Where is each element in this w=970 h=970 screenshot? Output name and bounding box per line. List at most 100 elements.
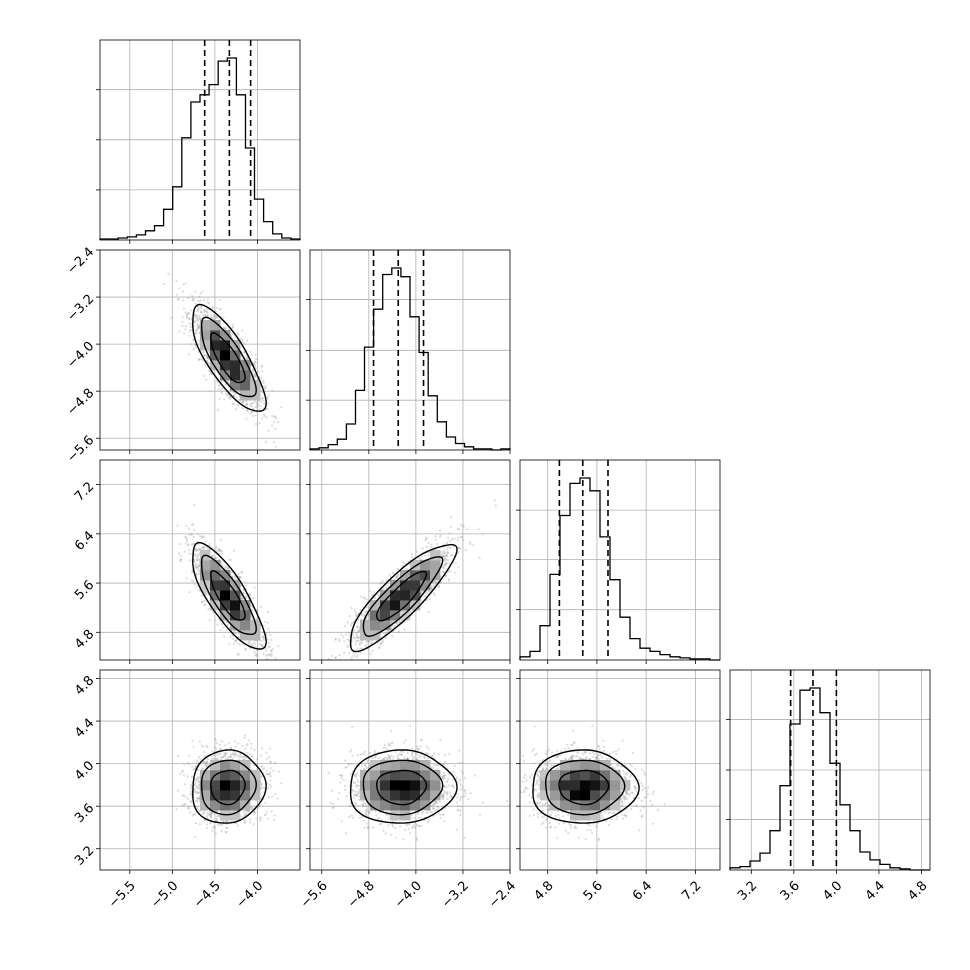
scatter-point [182,299,185,302]
scatter-point [427,590,430,593]
scatter-point [188,317,191,320]
scatter-point [442,771,445,774]
scatter-point [444,564,447,567]
contour-line [349,543,458,653]
scatter-point [326,674,328,676]
density-cell [220,800,231,811]
scatter-point [217,384,220,387]
scatter-point [356,635,359,639]
scatter-point [188,317,191,320]
scatter-point [267,402,270,405]
scatter-point [262,653,265,656]
scatter-point [237,652,240,656]
scatter-point [270,650,273,653]
scatter-point [381,580,384,583]
scatter-point [231,402,234,406]
scatter-point [266,638,269,641]
scatter-point [457,536,460,539]
scatter-point [198,740,201,743]
scatter-point [388,755,391,759]
scatter-point [205,356,209,359]
scatter-point [245,594,248,597]
scatter-point [167,272,170,275]
scatter-point [391,741,394,744]
scatter-panel-0-1 [96,249,301,454]
scatter-point [265,416,268,419]
scatter-point [265,773,268,776]
scatter-point [197,569,200,572]
scatter-point [203,600,206,603]
scatter-point [462,525,465,528]
scatter-point [264,385,267,388]
scatter-point [358,642,362,645]
scatter-point [266,773,269,776]
scatter-point [195,549,198,552]
density-cell [210,320,221,331]
scatter-point [217,618,220,621]
scatter-point [198,547,201,551]
scatter-point [195,762,198,765]
scatter-point [441,793,444,796]
scatter-point [420,592,423,596]
scatter-point [387,742,390,746]
scatter-point [196,328,199,331]
scatter-point [196,324,199,327]
scatter-point [354,775,357,778]
scatter-point [189,328,192,332]
scatter-point [199,318,202,321]
scatter-point [223,398,226,401]
scatter-point [441,795,445,798]
scatter-point [255,423,258,426]
scatter-point [410,814,413,817]
scatter-point [230,753,233,757]
contour-line [192,303,267,412]
scatter-point [194,835,197,839]
scatter-point [257,405,260,408]
scatter-point [418,558,422,561]
scatter-point [177,754,180,757]
scatter-point [257,403,260,406]
scatter-point [357,792,360,795]
density-cell [200,320,211,331]
density-cell [200,560,211,571]
scatter-point [235,639,238,642]
scatter-point [202,811,205,815]
scatter-point [203,309,207,312]
scatter-point [188,811,192,814]
scatter-point [226,380,230,383]
scatter-point [441,797,444,800]
scatter-point [211,307,214,310]
scatter-point [219,307,222,311]
scatter-point [208,302,211,305]
scatter-point [246,339,249,342]
scatter-point [197,756,200,759]
scatter-point [350,814,353,817]
scatter-point [189,309,192,312]
scatter-point [191,523,194,526]
scatter-point [200,311,203,314]
scatter-point [351,788,354,792]
scatter-point [222,316,225,319]
scatter-point [188,591,191,594]
scatter-point [197,307,201,310]
scatter-point [212,754,215,757]
scatter-point [363,750,367,754]
scatter-point [200,311,203,314]
scatter-point [338,792,341,795]
scatter-point [377,594,380,597]
density-cell [240,600,251,611]
scatter-point [266,610,269,614]
scatter-point [362,804,365,808]
scatter-point [188,527,191,530]
scatter-point [242,592,245,595]
scatter-point [195,585,198,588]
density-cell [200,770,211,781]
scatter-point [252,597,255,600]
scatter-point [193,783,197,786]
scatter-point [434,535,437,538]
scatter-point [184,542,187,545]
density-cell [210,330,221,341]
scatter-point [258,643,261,646]
density-cell [390,610,401,621]
scatter-point [250,353,253,356]
